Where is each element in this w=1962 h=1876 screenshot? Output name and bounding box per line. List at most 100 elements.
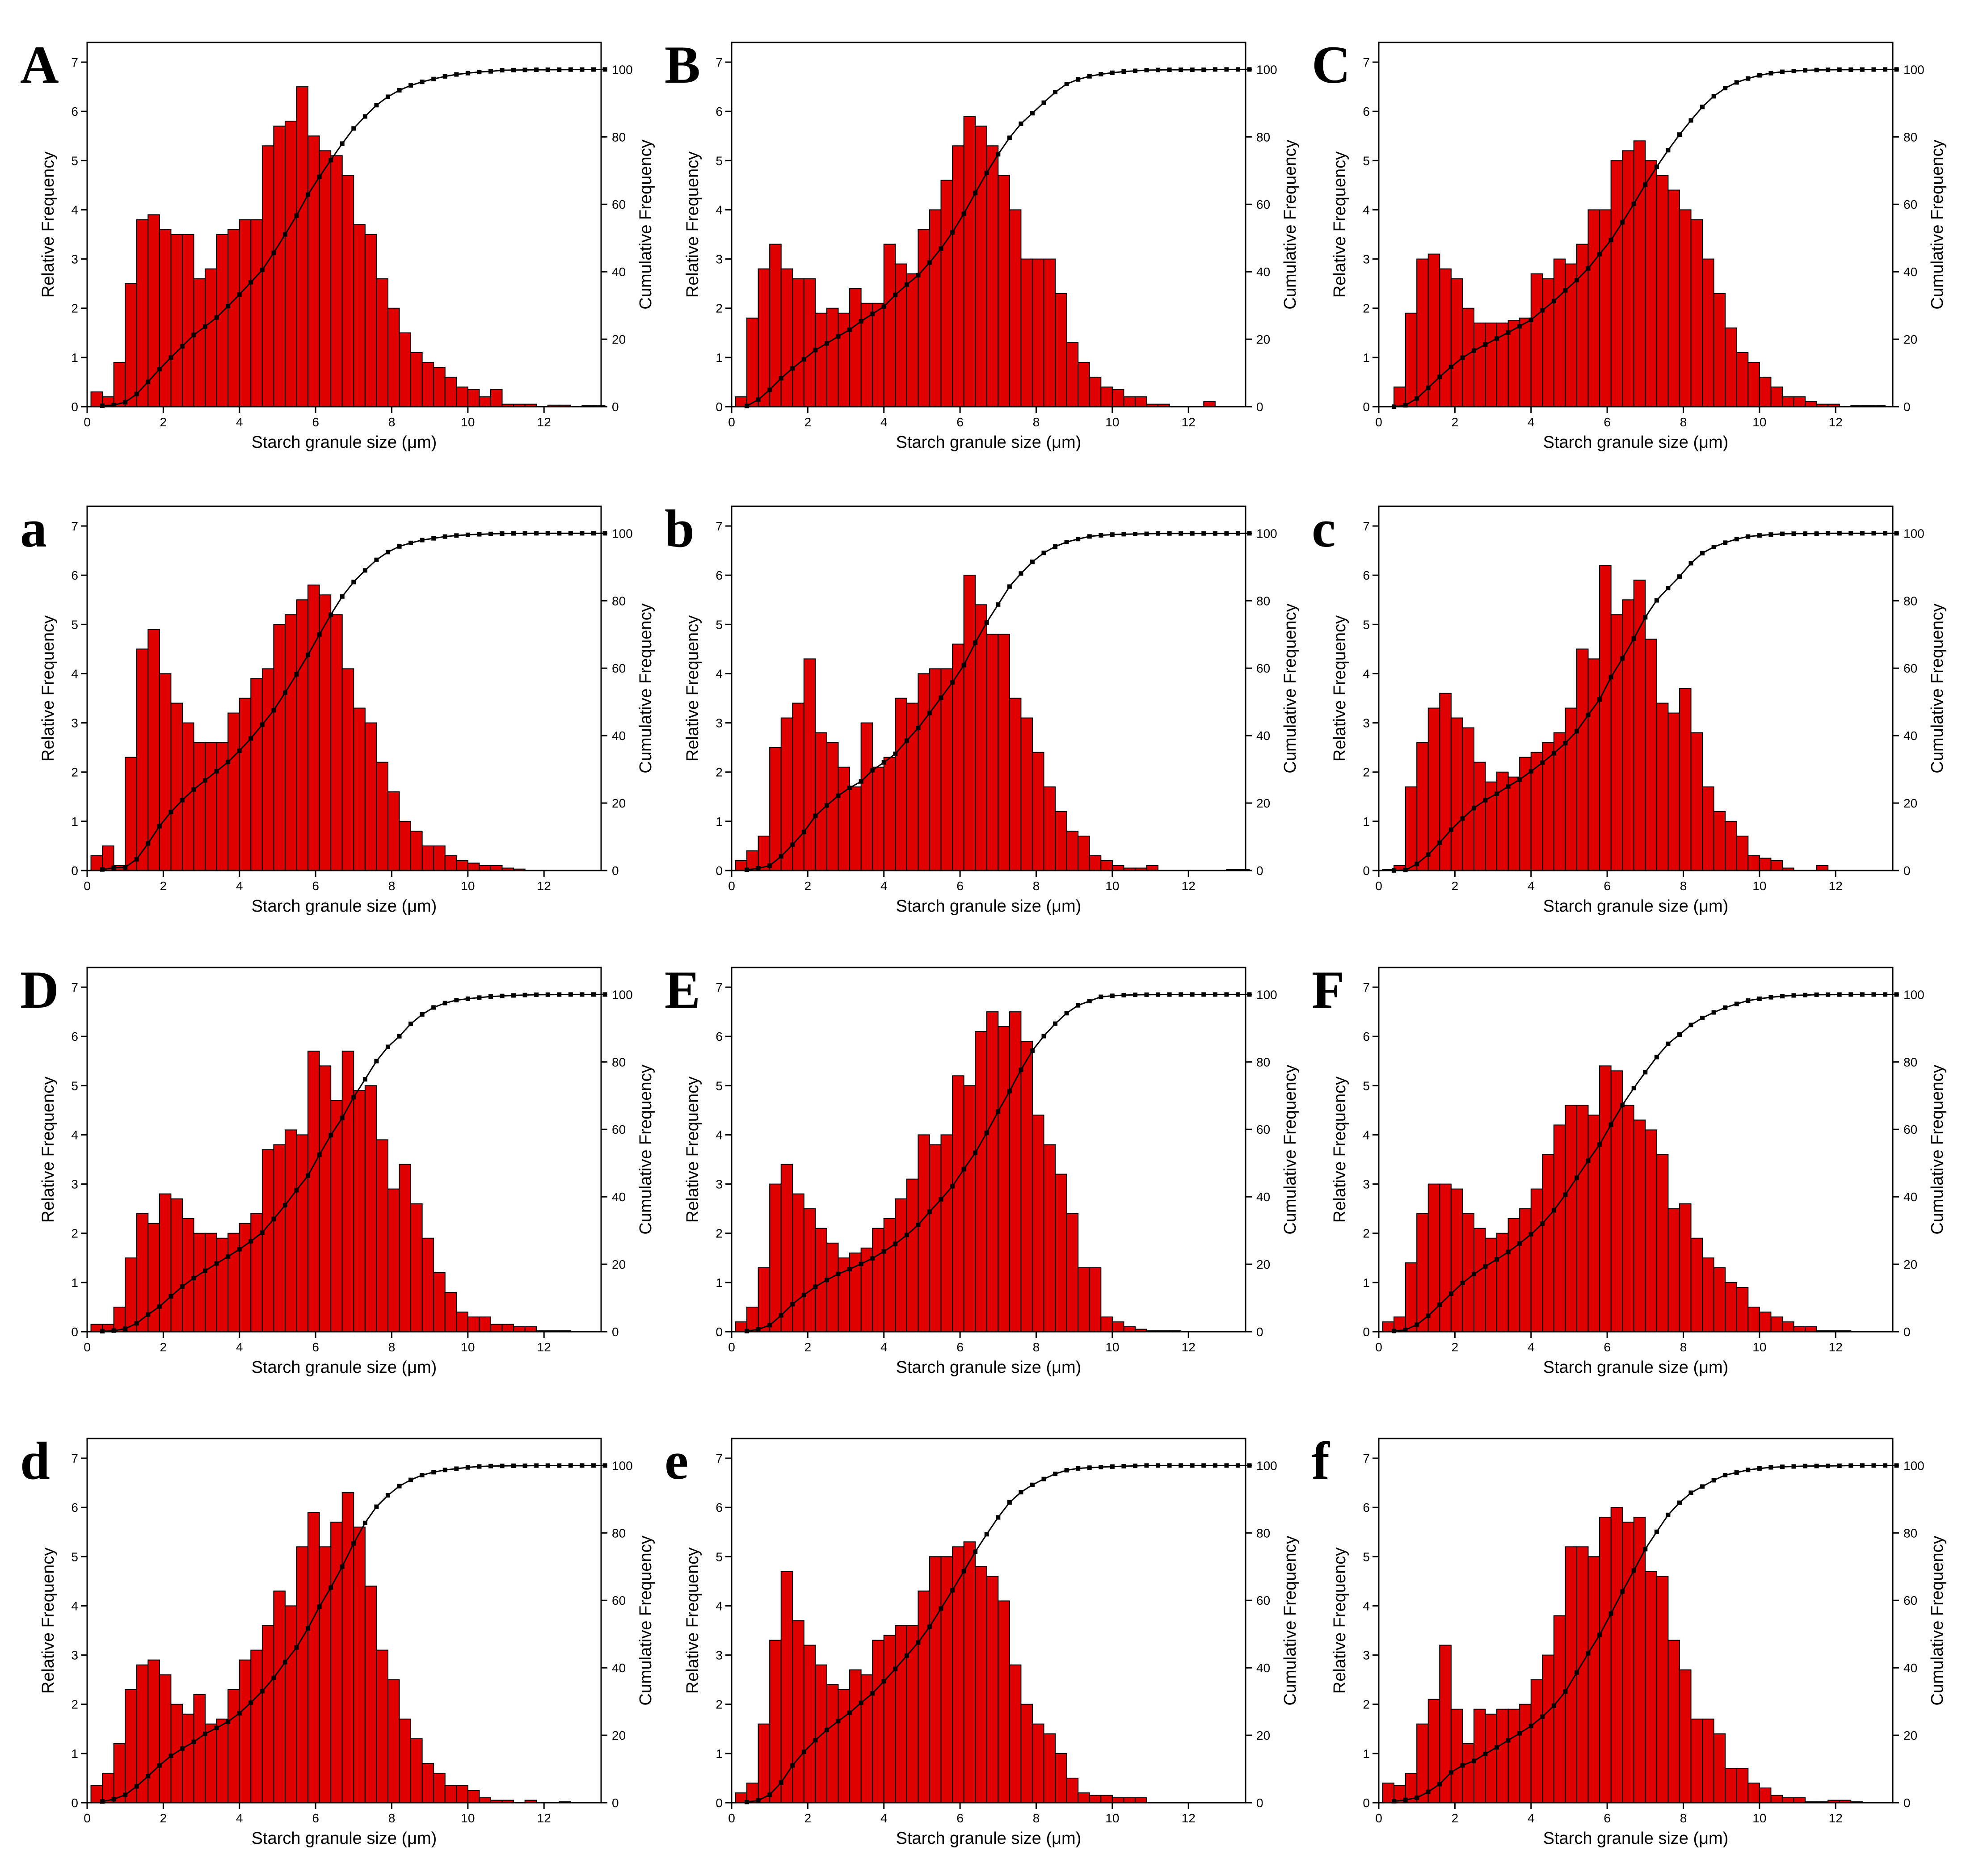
bar [1645,1571,1657,1803]
bar [998,175,1010,407]
bar [1610,160,1623,407]
cumulative-point [168,810,173,815]
x-tick-label: 10 [1752,415,1766,429]
cumulative-point [1723,540,1728,545]
bar [1553,258,1566,407]
x-tick-label: 8 [1033,415,1040,429]
bar [1473,761,1486,871]
y2-tick-label: 60 [612,661,626,675]
cumulative-point [362,568,367,573]
cumulative-point [1700,1015,1705,1020]
bar [975,1566,987,1803]
bar [239,1659,252,1804]
x-tick-label: 12 [537,1811,551,1825]
cumulative-point [431,536,436,541]
cumulative-point [939,1606,943,1611]
bar [998,1026,1010,1332]
y2-axis-title: Cumulative Frequency [1928,603,1947,773]
cumulative-point [237,748,242,753]
y2-tick-label: 80 [612,594,626,608]
cumulative-point [306,1173,311,1178]
bar [803,278,816,407]
cumulative-point [859,319,863,324]
bar [490,865,503,871]
bar [216,1237,229,1332]
x-tick-label: 0 [728,415,735,429]
cumulative-point [214,315,219,320]
cumulative-point [385,1044,390,1049]
bar [1485,1237,1498,1332]
cumulative-point [1871,992,1876,997]
cumulative-point [214,1725,219,1730]
bar [239,219,252,407]
cumulative-point [146,1312,151,1317]
x-tick-label: 4 [236,415,243,429]
panel-label: c [1312,499,1335,558]
bar [421,1237,434,1332]
y-tick-label: 7 [716,980,723,994]
cumulative-point [1007,1089,1012,1094]
cumulative-series [745,992,1252,1333]
bar [1599,1517,1612,1804]
y-tick-label: 3 [716,252,723,266]
cumulative-point [328,1585,333,1590]
plot-frame [86,1438,602,1804]
bar [399,1164,412,1332]
cumulative-point [1734,80,1739,85]
y-tick-label: 1 [1363,1747,1370,1761]
x-tick-label: 12 [537,1340,551,1354]
panel-label: C [1312,35,1351,94]
bar [250,219,263,407]
bar [1100,1795,1113,1804]
cumulative-point [1551,299,1556,303]
bar [433,1272,446,1333]
bar [940,1134,953,1332]
plot-frame [86,42,602,408]
bar [1043,786,1056,871]
x-tick-label: 6 [956,879,964,893]
bar [273,126,286,407]
bar [849,1669,862,1804]
cumulative-point [408,1477,413,1482]
cumulative-point [1133,531,1137,536]
cumulative-point [984,1130,989,1135]
cumulative-point [1030,1482,1035,1487]
bar [125,757,137,871]
cumulative-point [1041,1476,1046,1481]
cumulative-point [1224,67,1229,72]
cumulative-point [397,544,402,549]
cumulative-point [465,532,470,537]
y2-tick-label: 60 [612,198,626,211]
cumulative-point [1814,992,1819,997]
bar [1610,1070,1623,1332]
cumulative-point [1734,1001,1739,1006]
bar [399,332,412,407]
bar [1416,742,1429,871]
bar [1759,376,1772,408]
cumulative-point [1392,1329,1397,1333]
y-tick-label: 6 [1363,1030,1370,1043]
bar [1610,614,1623,871]
cumulative-point [756,1327,761,1332]
cumulative-point [1495,791,1499,796]
cumulative-point [824,1278,829,1283]
bar-series [735,1011,1182,1333]
bar [284,1605,297,1803]
bar [1587,658,1600,871]
cumulative-point [123,865,128,870]
y-tick-label: 0 [1363,1796,1370,1810]
cumulative-point [1235,992,1240,997]
x-tick-label: 4 [1528,1811,1535,1825]
cumulative-point [408,1022,413,1026]
y-tick-label: 1 [716,815,723,829]
bar [1496,1708,1509,1803]
cumulative-point [1871,531,1876,536]
cumulative-point [1483,342,1488,347]
panel-label: F [1312,960,1344,1019]
y-tick-label: 3 [1363,252,1370,266]
cumulative-point [779,1313,783,1318]
cumulative-point [996,1515,1001,1520]
y-tick-label: 5 [1363,618,1370,631]
bar [1725,327,1737,408]
x-tick-label: 2 [804,415,812,429]
